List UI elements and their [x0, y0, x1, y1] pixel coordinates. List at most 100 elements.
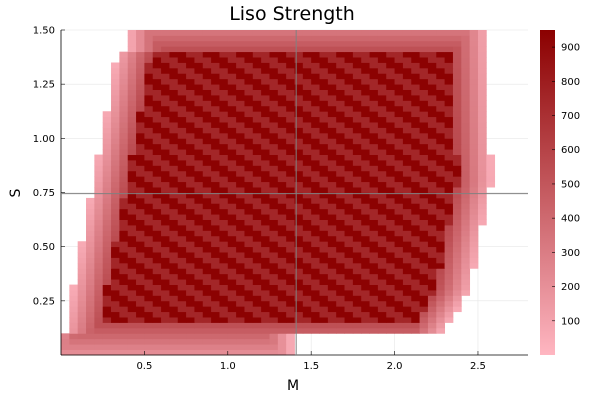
heatmap-cell: [361, 241, 370, 248]
heatmap-cell: [119, 235, 129, 242]
heatmap-cell: [419, 62, 429, 69]
heatmap-cell: [302, 230, 312, 237]
heatmap-cell: [302, 67, 312, 74]
heatmap-cell: [227, 317, 237, 323]
heatmap-cell: [277, 268, 287, 275]
heatmap-cell: [127, 284, 137, 291]
heatmap-cell: [369, 246, 379, 253]
heatmap-cell: [302, 46, 312, 53]
heatmap-cell: [119, 230, 129, 237]
heatmap-cell: [286, 284, 295, 291]
heatmap-cell: [269, 67, 279, 74]
heatmap-cell: [252, 197, 262, 204]
heatmap-cell: [69, 300, 79, 307]
heatmap-cell: [86, 300, 95, 307]
heatmap-cell: [261, 208, 270, 215]
heatmap-cell: [427, 62, 437, 69]
heatmap-cell: [386, 170, 395, 177]
heatmap-cell: [444, 279, 454, 285]
heatmap-cell: [444, 317, 454, 323]
heatmap-cell: [444, 306, 454, 313]
heatmap-cell: [452, 149, 462, 155]
heatmap-cell: [427, 306, 437, 313]
heatmap-cell: [452, 279, 462, 285]
heatmap-cell: [344, 30, 354, 36]
heatmap-cell: [452, 181, 462, 188]
x-axis-ticks: 0.5 1.0 1.5 2.0 2.5: [136, 351, 486, 372]
heatmap-cell: [377, 257, 387, 264]
heatmap-cell: [452, 89, 462, 96]
heatmap-cell: [419, 257, 429, 264]
heatmap-cell: [144, 100, 154, 107]
heatmap-cell: [144, 89, 154, 96]
heatmap-cell: [211, 154, 220, 161]
heatmap-cell: [202, 132, 212, 139]
heatmap-cell: [136, 311, 145, 318]
heatmap-cell: [136, 349, 145, 356]
heatmap-cell: [186, 62, 195, 69]
heatmap-cell: [227, 295, 237, 302]
heatmap-cell: [411, 73, 420, 80]
heatmap-cell: [302, 51, 312, 58]
heatmap-cell: [394, 78, 404, 85]
heatmap-cell: [261, 252, 270, 258]
heatmap-cell: [136, 268, 145, 275]
heatmap-cell: [369, 138, 379, 145]
heatmap-cell: [244, 105, 254, 112]
heatmap-cell: [327, 273, 337, 280]
heatmap-cell: [286, 306, 295, 313]
heatmap-cell: [177, 84, 187, 90]
heatmap-cell: [336, 132, 345, 139]
heatmap-cell: [361, 225, 370, 231]
heatmap-cell: [269, 279, 279, 285]
heatmap-cell: [144, 116, 154, 123]
heatmap-cell: [311, 84, 320, 90]
x-tick-label: 1.5: [303, 361, 319, 372]
heatmap-cell: [419, 95, 429, 101]
heatmap-cell: [111, 100, 120, 107]
heatmap-cell: [344, 257, 354, 264]
heatmap-cell: [252, 62, 262, 69]
heatmap-cell: [386, 46, 395, 53]
heatmap-cell: [419, 273, 429, 280]
heatmap-cell: [352, 235, 362, 242]
heatmap-cell: [244, 333, 254, 340]
heatmap-cell: [127, 154, 137, 161]
heatmap-cell: [252, 165, 262, 172]
heatmap-cell: [102, 181, 112, 188]
heatmap-cell: [319, 219, 329, 226]
heatmap-cell: [427, 160, 437, 166]
heatmap-cell: [294, 241, 304, 248]
heatmap-cell: [436, 246, 446, 253]
heatmap-cell: [186, 40, 195, 47]
heatmap-cell: [177, 203, 187, 210]
heatmap-cell: [136, 51, 145, 58]
heatmap-cell: [144, 252, 154, 258]
heatmap-cell: [336, 122, 345, 128]
heatmap-cell: [436, 306, 446, 313]
heatmap-cell: [477, 214, 487, 220]
heatmap-cell: [86, 268, 95, 275]
heatmap-cell: [202, 344, 212, 350]
heatmap-cell: [444, 35, 454, 42]
heatmap-cell: [327, 295, 337, 302]
heatmap-cell: [169, 306, 179, 313]
heatmap-cell: [136, 246, 145, 253]
heatmap-cell: [211, 317, 220, 323]
heatmap-cell: [269, 230, 279, 237]
heatmap-cell: [77, 344, 87, 350]
heatmap-cell: [202, 197, 212, 204]
heatmap-cell: [411, 95, 420, 101]
heatmap-cell: [111, 105, 120, 112]
heatmap-cell: [136, 344, 145, 350]
heatmap-cell: [244, 290, 254, 296]
heatmap-cell: [427, 67, 437, 74]
heatmap-cell: [469, 46, 479, 53]
heatmap-cell: [419, 181, 429, 188]
heatmap-cell: [252, 187, 262, 193]
heatmap-cell: [294, 30, 304, 36]
heatmap-cell: [202, 262, 212, 269]
heatmap-cell: [77, 290, 87, 296]
heatmap-cell: [244, 154, 254, 161]
heatmap-cell: [277, 279, 287, 285]
